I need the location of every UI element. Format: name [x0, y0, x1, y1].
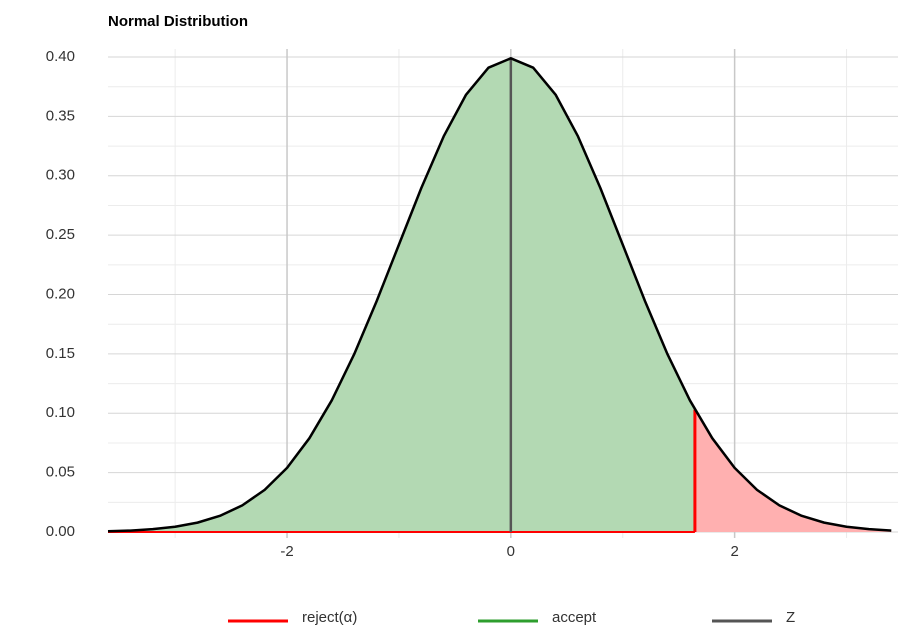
y-tick-label: 0.30 [46, 167, 75, 184]
y-tick-label: 0.40 [46, 48, 75, 65]
legend-label: Z [786, 609, 795, 626]
legend-label: accept [552, 609, 597, 626]
density-curve [107, 57, 892, 533]
x-tick-label: 0 [507, 543, 515, 560]
reject-area [694, 409, 892, 532]
y-tick-label: 0.35 [46, 107, 75, 124]
chart-title: Normal Distribution [108, 13, 248, 30]
x-tick-label: -2 [280, 543, 293, 560]
legend-label: reject(α) [302, 609, 357, 626]
y-tick-label: 0.20 [46, 285, 75, 302]
y-tick-label: 0.00 [46, 523, 75, 540]
y-tick-label: 0.25 [46, 226, 75, 243]
y-tick-label: 0.10 [46, 404, 75, 421]
y-tick-label: 0.15 [46, 345, 75, 362]
y-tick-label: 0.05 [46, 464, 75, 481]
accept-area [108, 58, 695, 533]
x-tick-label: 2 [730, 543, 738, 560]
